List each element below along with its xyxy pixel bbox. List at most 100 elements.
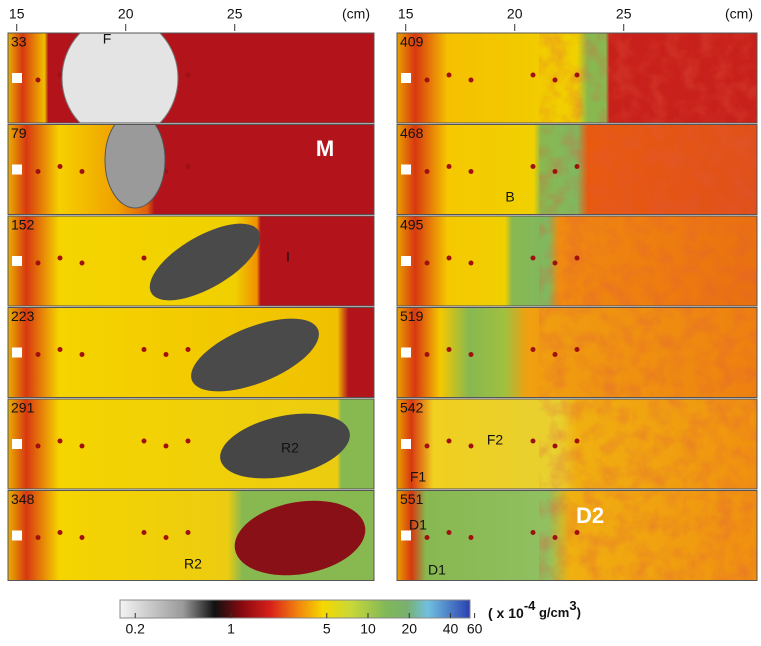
jet-knot (186, 530, 191, 535)
colorbar-tick-label: 20 (401, 621, 417, 637)
axis-unit: (cm) (342, 6, 370, 22)
colorbar-tick-label: 10 (360, 621, 376, 637)
panel (397, 33, 757, 123)
jet-knot (425, 535, 430, 540)
jet-knot (469, 169, 474, 174)
frame-time: 79 (11, 125, 27, 141)
label-part: g/cm (535, 605, 569, 620)
frame-time: 495 (400, 217, 424, 233)
jet-knot (447, 73, 452, 78)
jet-knot (469, 78, 474, 83)
annotation: B (505, 189, 514, 205)
jet-knot (186, 73, 191, 78)
nozzle (401, 348, 411, 358)
nozzle (12, 256, 22, 266)
jet-knot (58, 256, 63, 261)
turbulence (559, 399, 757, 489)
jet-knot (142, 530, 147, 535)
colorbar-tick-label: 40 (443, 621, 459, 637)
annotation: M (316, 136, 334, 161)
jet-knot (164, 444, 169, 449)
panel (397, 216, 757, 306)
label-part: -4 (524, 598, 536, 613)
nozzle (12, 439, 22, 449)
colorbar (120, 600, 470, 618)
colorbar-tick-label: 1 (227, 621, 235, 637)
jet-knot (575, 256, 580, 261)
flow-feature (62, 16, 178, 140)
jet-knot (58, 347, 63, 352)
nozzle (12, 531, 22, 541)
label-part: 3 (569, 598, 576, 613)
jet-knot (469, 444, 474, 449)
jet-knot (80, 261, 85, 266)
turbulence (559, 125, 757, 215)
annotation: I (286, 249, 290, 265)
annotation: F (103, 31, 112, 47)
axis-tick-label: 25 (227, 6, 243, 22)
frame-time: 152 (11, 217, 35, 233)
jet-knot (425, 261, 430, 266)
jet-knot (186, 439, 191, 444)
jet-knot (531, 73, 536, 78)
colorbar-tick-label: 5 (323, 621, 331, 637)
annotation: D2 (576, 503, 604, 528)
jet-knot (553, 261, 558, 266)
nozzle (401, 439, 411, 449)
jet-knot (575, 530, 580, 535)
frame-time: 519 (400, 308, 424, 324)
jet-knot (164, 352, 169, 357)
jet-knot (142, 256, 147, 261)
annotation: D1 (428, 562, 446, 578)
jet-knot (531, 256, 536, 261)
frame-time: 223 (11, 308, 35, 324)
frame-time: 542 (400, 400, 424, 416)
figure: 152025(cm)33F79M152I223291R2348R2152025(… (0, 0, 761, 646)
annotation: R2 (281, 440, 299, 456)
jet-knot (80, 535, 85, 540)
panel (8, 208, 374, 315)
frame-time: 409 (400, 34, 424, 50)
annotation: R2 (184, 556, 202, 572)
turbulence (559, 216, 757, 306)
jet-knot (447, 164, 452, 169)
jet-knot (447, 439, 452, 444)
annotation: D1 (409, 517, 427, 533)
jet-knot (36, 78, 41, 83)
axis-tick-label: 15 (398, 6, 414, 22)
nozzle (401, 73, 411, 83)
flow-feature (105, 112, 165, 208)
jet-knot (553, 352, 558, 357)
annotation: F1 (410, 469, 427, 485)
jet-knot (469, 352, 474, 357)
jet-knot (36, 352, 41, 357)
jet-knot (58, 164, 63, 169)
jet-knot (447, 530, 452, 535)
label-part: ( x 10 (488, 605, 524, 621)
nozzle (12, 165, 22, 175)
jet-knot (531, 347, 536, 352)
colorbar-label: ( x 10-4 g/cm3) (488, 598, 581, 620)
panel (397, 399, 757, 489)
frame-time: 291 (11, 400, 35, 416)
axis-unit: (cm) (725, 6, 753, 22)
jet-knot (36, 169, 41, 174)
jet-knot (531, 530, 536, 535)
panel (8, 304, 374, 407)
panel (397, 125, 757, 215)
jet-knot (425, 444, 430, 449)
jet-knot (58, 530, 63, 535)
jet-knot (80, 169, 85, 174)
jet-knot (36, 535, 41, 540)
jet-knot (80, 444, 85, 449)
jet-knot (186, 164, 191, 169)
frame-time: 551 (400, 491, 424, 507)
jet-knot (164, 535, 169, 540)
nozzle (12, 73, 22, 83)
frame-time: 348 (11, 491, 35, 507)
nozzle (401, 256, 411, 266)
jet-knot (36, 444, 41, 449)
jet-knot (553, 535, 558, 540)
jet-knot (531, 439, 536, 444)
